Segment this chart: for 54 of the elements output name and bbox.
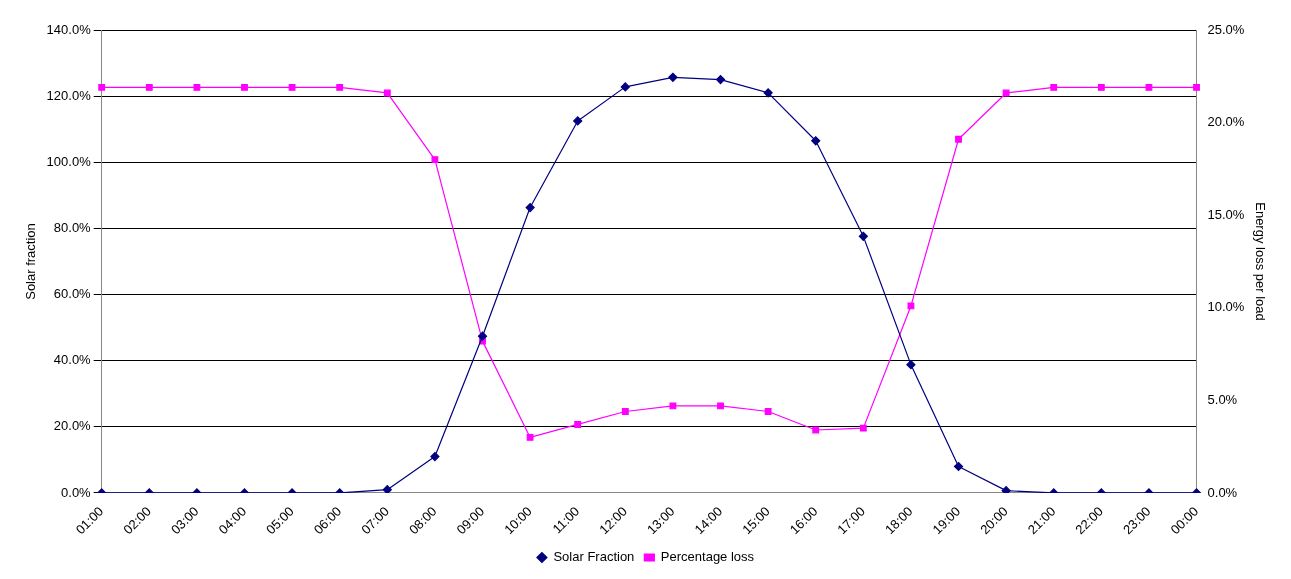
point	[193, 83, 201, 91]
point	[811, 136, 821, 146]
y-axis-title: Solar fraction	[23, 223, 39, 300]
point	[430, 451, 440, 462]
point	[336, 83, 344, 91]
point	[763, 88, 773, 98]
point	[620, 82, 630, 92]
y2-tick-label: 5.0%	[1207, 391, 1238, 407]
point	[955, 135, 962, 143]
point	[1193, 83, 1200, 91]
point	[1002, 89, 1010, 97]
y-tick-label: 100.0%	[46, 153, 92, 169]
point	[526, 433, 534, 441]
point	[288, 83, 296, 91]
point	[1145, 83, 1153, 91]
point	[668, 72, 678, 82]
point	[717, 402, 724, 410]
point	[621, 408, 629, 415]
y2-axis-title: Energy loss per load	[1252, 202, 1268, 321]
legend-label: Percentage loss	[660, 549, 755, 565]
point	[382, 485, 392, 493]
y-tick-label: 0.0%	[61, 484, 92, 500]
point	[1001, 486, 1011, 493]
point	[525, 202, 535, 213]
y2-tick-label: 20.0%	[1207, 114, 1245, 130]
y2-tick-label: 15.0%	[1207, 206, 1245, 222]
y-tick-label: 80.0%	[53, 219, 92, 235]
point	[669, 402, 677, 410]
point	[907, 302, 915, 310]
point	[431, 156, 439, 164]
point	[573, 116, 583, 126]
y-tick-label: 20.0%	[53, 418, 92, 434]
point	[98, 83, 106, 91]
point	[145, 83, 153, 91]
point	[1050, 83, 1058, 91]
y-tick-label: 120.0%	[46, 87, 92, 103]
point	[906, 360, 916, 370]
point	[1097, 83, 1105, 91]
y2-tick-label: 25.0%	[1207, 21, 1245, 37]
legend-label: Solar Fraction	[553, 549, 635, 565]
point	[574, 421, 582, 428]
point	[812, 426, 820, 434]
y-tick-label: 140.0%	[46, 21, 92, 37]
point	[477, 331, 488, 341]
point	[241, 83, 248, 91]
y-tick-label: 40.0%	[53, 352, 92, 368]
y-tick-label: 60.0%	[53, 286, 92, 302]
point	[859, 424, 867, 432]
y2-tick-label: 0.0%	[1207, 484, 1238, 500]
point	[764, 408, 772, 415]
point	[858, 231, 868, 241]
point	[383, 89, 391, 97]
point	[715, 75, 726, 85]
y2-tick-label: 10.0%	[1207, 299, 1245, 315]
